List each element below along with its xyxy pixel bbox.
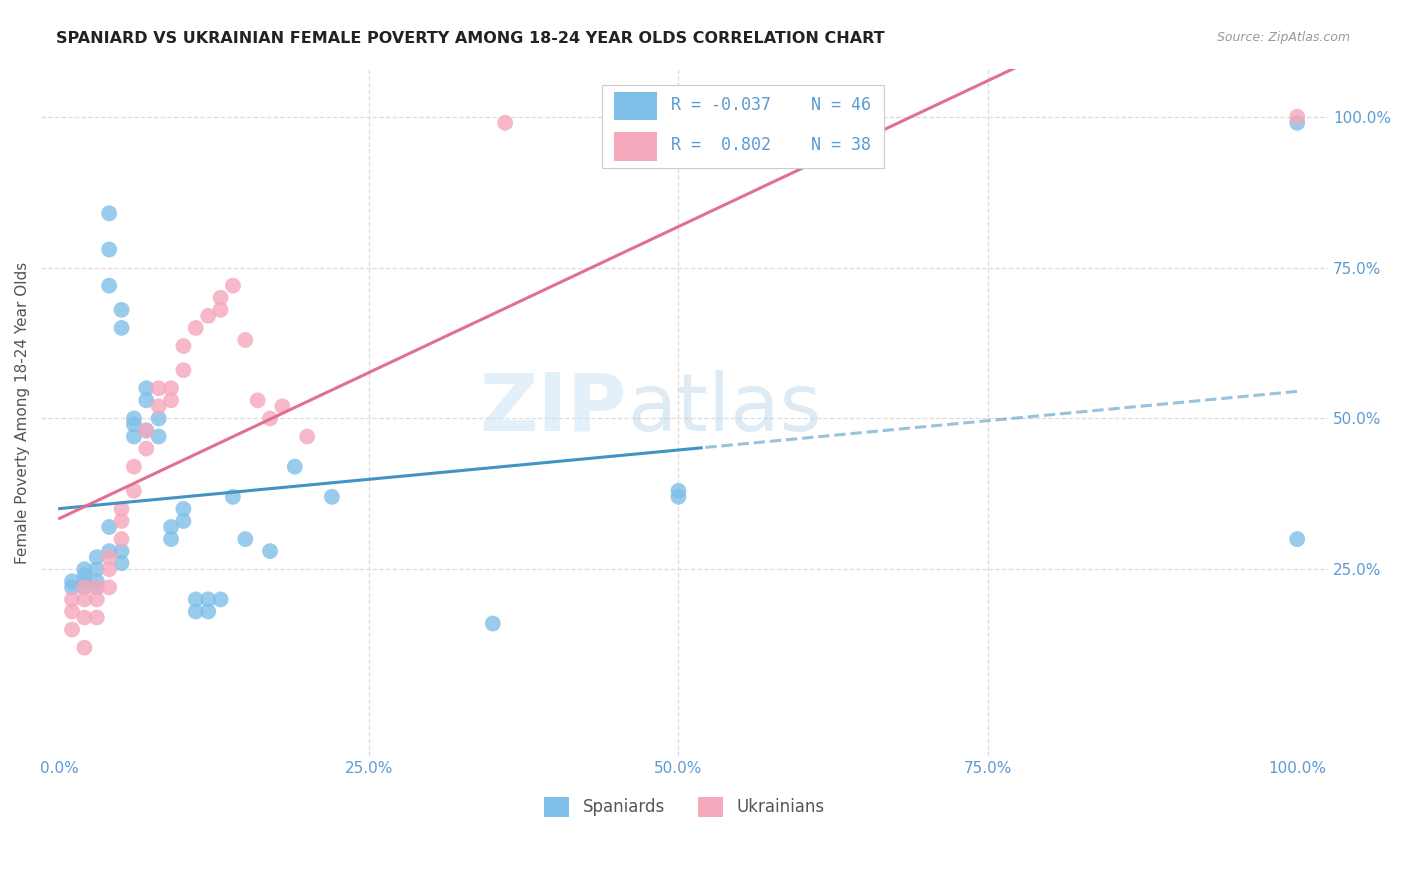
Point bbox=[148, 429, 170, 443]
Point bbox=[110, 502, 132, 516]
Point bbox=[197, 592, 219, 607]
Point bbox=[86, 610, 108, 624]
Point bbox=[1286, 116, 1309, 130]
Point bbox=[233, 333, 256, 347]
Point bbox=[122, 417, 145, 432]
Point bbox=[197, 309, 219, 323]
Point bbox=[60, 574, 83, 589]
Point bbox=[122, 429, 145, 443]
Point bbox=[122, 459, 145, 474]
Point bbox=[135, 381, 157, 395]
Point bbox=[73, 562, 96, 576]
Legend: Spaniards, Ukrainians: Spaniards, Ukrainians bbox=[537, 790, 831, 823]
Point bbox=[60, 580, 83, 594]
Point bbox=[86, 580, 108, 594]
Point bbox=[209, 592, 232, 607]
Point bbox=[122, 483, 145, 498]
Point bbox=[98, 278, 121, 293]
Y-axis label: Female Poverty Among 18-24 Year Olds: Female Poverty Among 18-24 Year Olds bbox=[15, 261, 30, 564]
Point bbox=[98, 580, 121, 594]
Point bbox=[184, 321, 207, 335]
Point bbox=[259, 544, 281, 558]
Point bbox=[86, 550, 108, 565]
Point bbox=[135, 424, 157, 438]
Point bbox=[73, 580, 96, 594]
Text: SPANIARD VS UKRAINIAN FEMALE POVERTY AMONG 18-24 YEAR OLDS CORRELATION CHART: SPANIARD VS UKRAINIAN FEMALE POVERTY AMO… bbox=[56, 31, 884, 46]
Point bbox=[135, 424, 157, 438]
Point bbox=[160, 520, 183, 534]
Point bbox=[160, 393, 183, 408]
Point bbox=[284, 459, 307, 474]
Point bbox=[110, 532, 132, 546]
Point bbox=[197, 605, 219, 619]
Point bbox=[172, 339, 194, 353]
Point bbox=[60, 605, 83, 619]
Point bbox=[60, 623, 83, 637]
Point bbox=[86, 562, 108, 576]
Point bbox=[172, 514, 194, 528]
Point bbox=[73, 640, 96, 655]
Text: ZIP: ZIP bbox=[479, 370, 627, 448]
Point bbox=[110, 302, 132, 317]
Point bbox=[209, 291, 232, 305]
Point bbox=[148, 411, 170, 425]
Point bbox=[160, 381, 183, 395]
Point bbox=[98, 243, 121, 257]
Point bbox=[98, 544, 121, 558]
Point bbox=[122, 411, 145, 425]
Point bbox=[86, 580, 108, 594]
Point bbox=[668, 483, 690, 498]
Point bbox=[86, 574, 108, 589]
Point bbox=[60, 592, 83, 607]
Text: R =  0.802    N = 38: R = 0.802 N = 38 bbox=[671, 136, 870, 154]
Point bbox=[1286, 110, 1309, 124]
Point bbox=[98, 520, 121, 534]
Point bbox=[271, 400, 294, 414]
Point bbox=[98, 550, 121, 565]
Point bbox=[1286, 532, 1309, 546]
Text: atlas: atlas bbox=[627, 370, 821, 448]
Point bbox=[148, 400, 170, 414]
Point bbox=[110, 514, 132, 528]
Text: Source: ZipAtlas.com: Source: ZipAtlas.com bbox=[1216, 31, 1350, 45]
Point bbox=[295, 429, 318, 443]
Point bbox=[98, 562, 121, 576]
Point bbox=[668, 490, 690, 504]
Point bbox=[73, 580, 96, 594]
Point bbox=[494, 116, 516, 130]
Point bbox=[172, 363, 194, 377]
Point bbox=[184, 592, 207, 607]
Point bbox=[482, 616, 505, 631]
Point bbox=[73, 574, 96, 589]
Point bbox=[135, 442, 157, 456]
Point bbox=[321, 490, 343, 504]
Point bbox=[172, 502, 194, 516]
Point bbox=[209, 302, 232, 317]
Point bbox=[233, 532, 256, 546]
Point bbox=[222, 490, 245, 504]
Point bbox=[110, 544, 132, 558]
Point bbox=[73, 592, 96, 607]
Point bbox=[160, 532, 183, 546]
Point bbox=[184, 605, 207, 619]
Point bbox=[110, 556, 132, 570]
Point bbox=[222, 278, 245, 293]
Point bbox=[86, 592, 108, 607]
Point bbox=[148, 381, 170, 395]
Point bbox=[98, 206, 121, 220]
Point bbox=[246, 393, 269, 408]
Point bbox=[135, 393, 157, 408]
Text: R = -0.037    N = 46: R = -0.037 N = 46 bbox=[671, 96, 870, 114]
Point bbox=[110, 321, 132, 335]
Point bbox=[73, 568, 96, 582]
Point bbox=[259, 411, 281, 425]
Point bbox=[73, 610, 96, 624]
